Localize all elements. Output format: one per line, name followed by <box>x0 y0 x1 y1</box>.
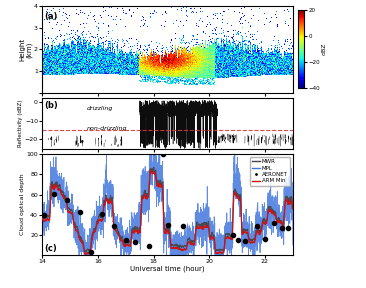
AERONET <box>51 191 57 196</box>
MPL <box>104 153 109 156</box>
MWR <box>84 251 88 254</box>
AERONET <box>160 152 166 157</box>
MPL <box>40 212 44 215</box>
ARM Min <box>136 232 141 235</box>
AERONET <box>236 238 242 242</box>
AERONET <box>254 223 260 228</box>
AERONET <box>271 220 277 225</box>
AERONET <box>111 223 117 228</box>
Legend: MWR, MPL, AERONET, ARM Min: MWR, MPL, AERONET, ARM Min <box>250 157 290 186</box>
ARM Min <box>149 169 153 172</box>
ARM Min <box>40 216 44 220</box>
MPL <box>68 215 73 219</box>
Text: non-drizzling: non-drizzling <box>87 126 128 131</box>
ARM Min <box>84 253 89 256</box>
MWR <box>286 200 290 204</box>
MPL <box>147 202 152 205</box>
AERONET <box>132 240 138 244</box>
AERONET <box>279 226 285 230</box>
AERONET <box>180 223 186 228</box>
ARM Min <box>83 252 88 255</box>
MPL <box>77 253 81 257</box>
Line: MPL: MPL <box>42 154 293 255</box>
AERONET <box>99 211 105 216</box>
Y-axis label: Reflectivity (dBZ): Reflectivity (dBZ) <box>18 100 23 147</box>
Text: (c): (c) <box>45 244 57 253</box>
MWR <box>136 229 141 232</box>
Line: ARM Min: ARM Min <box>42 170 293 255</box>
X-axis label: Universal time (hour): Universal time (hour) <box>130 266 205 272</box>
MPL <box>286 197 290 200</box>
AERONET <box>285 226 291 230</box>
Text: (b): (b) <box>45 101 58 109</box>
MWR <box>259 226 263 230</box>
AERONET <box>64 197 70 202</box>
MWR <box>83 250 88 253</box>
Line: MWR: MWR <box>42 167 293 252</box>
Y-axis label: Height
(km): Height (km) <box>19 38 33 61</box>
ARM Min <box>259 229 263 232</box>
MPL <box>259 230 263 233</box>
AERONET <box>88 250 94 254</box>
MPL <box>83 249 88 252</box>
MWR <box>147 182 152 185</box>
MWR <box>68 209 73 213</box>
AERONET <box>230 232 236 237</box>
MWR <box>152 165 156 169</box>
AERONET <box>146 244 152 248</box>
AERONET <box>41 212 47 217</box>
Text: drizzling: drizzling <box>87 105 113 111</box>
Text: (a): (a) <box>45 12 58 21</box>
AERONET <box>165 222 171 227</box>
AERONET <box>77 209 83 214</box>
ARM Min <box>68 211 73 215</box>
MWR <box>40 214 44 217</box>
ARM Min <box>147 186 152 189</box>
Y-axis label: Cloud optical depth: Cloud optical depth <box>20 174 25 235</box>
AERONET <box>243 238 249 243</box>
Y-axis label: dBZ: dBZ <box>321 42 326 55</box>
ARM Min <box>286 202 290 206</box>
ARM Min <box>291 206 295 210</box>
AERONET <box>123 238 129 242</box>
MWR <box>291 207 295 210</box>
MPL <box>291 243 295 246</box>
AERONET <box>262 236 268 241</box>
MPL <box>136 233 141 236</box>
